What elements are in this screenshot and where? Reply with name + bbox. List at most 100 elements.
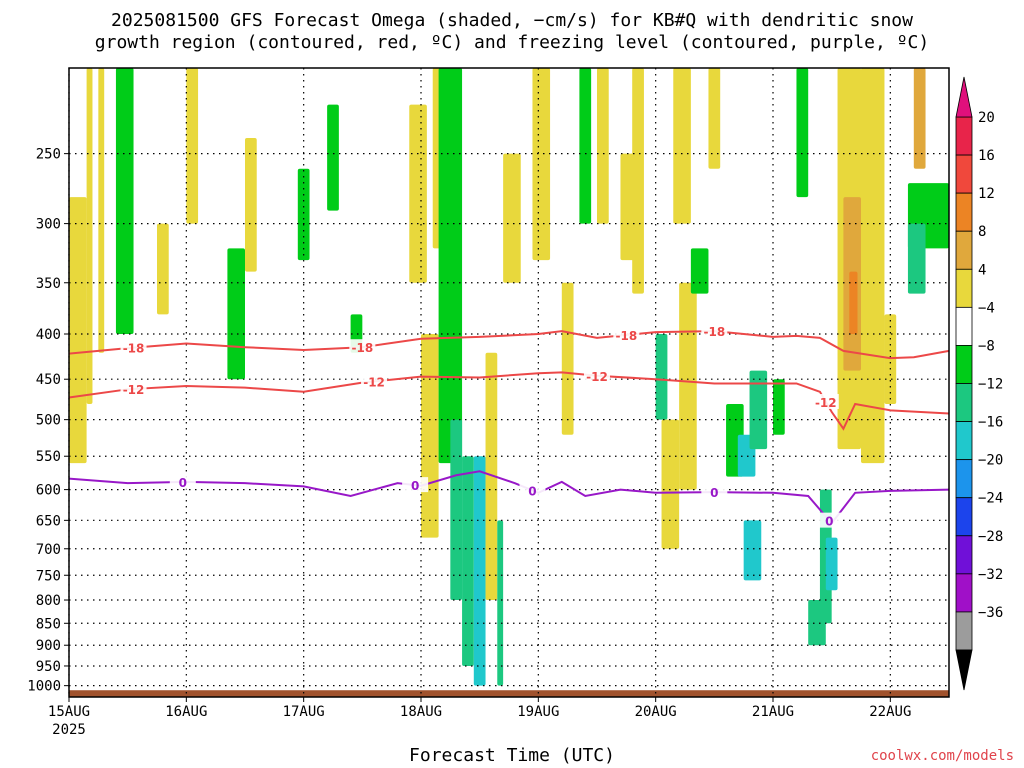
contour-label-bg — [701, 484, 728, 500]
colorbar-label: 20 — [978, 110, 995, 126]
colorbar-label: −8 — [978, 338, 995, 354]
colorbar-segment — [955, 459, 973, 499]
omega-cell — [673, 68, 691, 224]
contour-label-bg — [701, 323, 728, 339]
contour-label-bg — [816, 512, 843, 528]
colorbar-label: 16 — [978, 148, 995, 164]
colorbar-label: −12 — [978, 377, 1003, 393]
contour-label-minus18: -18 — [351, 341, 373, 355]
y-tick-label: 850 — [36, 616, 61, 632]
omega-cell — [157, 223, 169, 315]
omega-cell — [421, 334, 439, 538]
contour-label-minus18: -18 — [703, 325, 725, 339]
contour-label-zero: 0 — [825, 515, 833, 529]
plot-frame — [68, 67, 950, 698]
omega-cell — [561, 282, 574, 435]
omega-cell — [743, 520, 762, 581]
chart-title-line-1: 2025081500 GFS Forecast Omega (shaded, −… — [111, 10, 913, 31]
colorbar-segment — [955, 573, 973, 613]
colorbar-top-arrow — [955, 76, 973, 118]
contour-label-zero: 0 — [710, 486, 718, 500]
colorbar-segment — [955, 154, 973, 194]
omega-cell — [708, 68, 721, 169]
omega-cell — [86, 68, 93, 404]
x-tick-label: 16AUG — [165, 704, 207, 720]
omega-cell — [690, 248, 709, 294]
contour-label-bg — [169, 473, 196, 489]
omega-cell — [679, 282, 697, 490]
omega-cell — [503, 153, 521, 283]
omega-cell — [69, 197, 87, 464]
contour-label-bg — [584, 367, 610, 383]
colorbar-label: −4 — [978, 300, 995, 316]
contour-label-bg — [812, 393, 839, 409]
y-tick-label: 750 — [36, 568, 61, 584]
surface-ground-strip — [69, 690, 949, 697]
contour-label-bg — [120, 380, 147, 396]
y-tick-label: 350 — [36, 276, 61, 292]
omega-cell — [462, 456, 474, 666]
omega-cell — [632, 68, 644, 294]
omega-cell — [438, 68, 463, 464]
omega-cell — [227, 248, 245, 380]
contour-label-zero: 0 — [528, 484, 536, 498]
colorbar-segment — [955, 230, 973, 270]
plot-area: 250 300 350 400 450 500 550 600 650 700 750 800 850 9… — [27, 67, 950, 738]
omega-cell — [913, 68, 926, 169]
contour-label-minus18: -18 — [123, 342, 145, 356]
colorbar-label: −16 — [978, 415, 1003, 431]
omega-cell — [532, 68, 551, 261]
omega-cell — [661, 419, 680, 549]
y-tick-label: 400 — [36, 327, 61, 343]
contour-label-bg — [361, 373, 388, 389]
omega-cell — [186, 68, 199, 224]
y-tick-label: 950 — [36, 659, 61, 675]
colorbar-label: −24 — [978, 491, 1003, 507]
contour-label-minus12: -12 — [586, 370, 608, 384]
contour-label-minus18: -18 — [615, 329, 637, 343]
omega-cell — [849, 271, 858, 335]
colorbar-segment — [955, 306, 973, 346]
colorbar-label: 8 — [978, 224, 986, 240]
colorbar-segment — [955, 345, 973, 384]
x-axis-title: Forecast Time (UTC) — [409, 745, 615, 766]
omega-cell — [907, 223, 926, 294]
y-tick-label: 300 — [36, 217, 61, 233]
x-tick-label: 17AUG — [283, 704, 325, 720]
colorbar: 20 16 12 8 4 −4 −8 −12 −16 −20 −24 −28 −32 −36 — [955, 76, 1003, 691]
colorbar-label: −28 — [978, 529, 1003, 545]
x-tick-label: 21AUG — [752, 704, 794, 720]
colorbar-label: −20 — [978, 453, 1003, 469]
colorbar-label: 4 — [978, 262, 986, 278]
omega-cell — [245, 137, 257, 272]
omega-cell — [861, 68, 885, 464]
omega-cell — [773, 379, 785, 435]
x-tick-label: 20AUG — [635, 704, 677, 720]
contour-label-bg — [349, 339, 376, 355]
omega-cell — [655, 334, 668, 420]
colorbar-label: 12 — [978, 186, 995, 202]
x-tick-label: 19AUG — [517, 704, 559, 720]
omega-cell — [327, 104, 339, 211]
omega-cell — [796, 68, 809, 198]
colorbar-label: −32 — [978, 567, 1003, 583]
contour-label-bg — [519, 482, 546, 498]
colorbar-segment — [955, 268, 973, 308]
colorbar-segment — [955, 497, 973, 537]
y-tick-label: 250 — [36, 147, 61, 163]
contour-label-minus12: -12 — [363, 375, 385, 389]
y-tick-label: 450 — [36, 372, 61, 388]
colorbar-segment — [955, 116, 973, 156]
omega-cell — [579, 68, 592, 224]
y-tick-label: 800 — [36, 593, 61, 609]
omega-cell — [749, 370, 768, 450]
x-tick-label: 22AUG — [869, 704, 911, 720]
contour-label-zero: 0 — [411, 479, 419, 493]
colorbar-segment — [955, 535, 973, 575]
omega-cell — [115, 68, 134, 335]
colorbar-label: −36 — [978, 605, 1003, 621]
contour-label-minus12: -12 — [123, 383, 145, 397]
y-tick-label: 700 — [36, 542, 61, 558]
omega-cell — [450, 419, 463, 601]
